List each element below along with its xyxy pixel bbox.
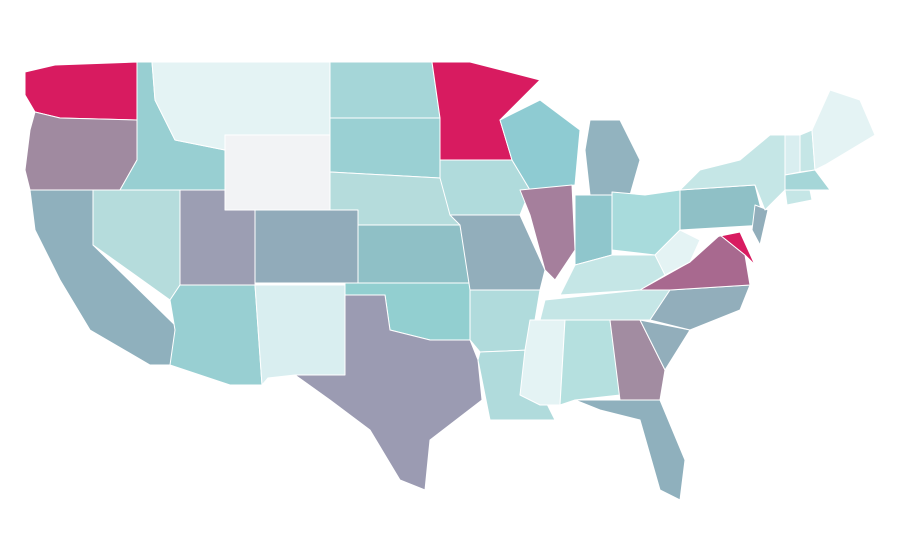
region — [24, 61, 138, 121]
region — [329, 117, 441, 179]
region — [519, 184, 576, 281]
region — [224, 134, 331, 211]
region — [357, 224, 471, 284]
region — [294, 294, 483, 491]
region — [784, 169, 831, 191]
region — [784, 189, 813, 206]
region — [609, 319, 666, 401]
region — [574, 194, 613, 266]
region — [254, 284, 346, 386]
region — [254, 209, 359, 284]
region — [24, 111, 138, 191]
region — [169, 284, 263, 386]
region — [574, 399, 686, 501]
regions — [24, 61, 876, 501]
region — [699, 231, 756, 266]
region — [584, 119, 641, 196]
region — [649, 284, 751, 331]
region — [784, 134, 801, 176]
region — [811, 89, 876, 171]
region — [639, 319, 691, 371]
region — [539, 289, 671, 321]
region — [559, 319, 621, 406]
region — [751, 204, 769, 246]
region — [329, 61, 441, 119]
region — [679, 184, 766, 231]
region — [654, 229, 701, 276]
region — [499, 99, 581, 191]
